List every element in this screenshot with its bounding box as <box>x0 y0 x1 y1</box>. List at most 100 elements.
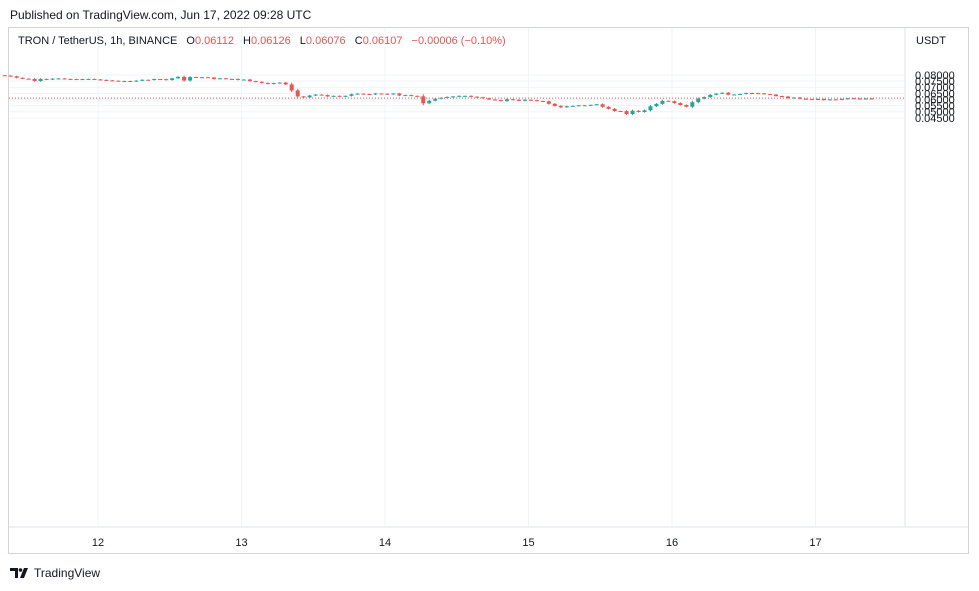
candle-body <box>259 81 264 83</box>
candle <box>349 93 354 97</box>
candle-body <box>493 99 498 101</box>
x-tick-label: 17 <box>809 537 821 549</box>
candle <box>493 99 498 101</box>
candle-body <box>277 82 282 84</box>
candle <box>522 99 527 102</box>
candle <box>570 105 575 107</box>
candle-body <box>235 78 240 80</box>
symbol-title: TRON / TetherUS, 1h, BINANCE <box>18 35 178 47</box>
candle-body <box>612 108 617 112</box>
candle-body <box>301 96 306 98</box>
candle-body <box>558 105 563 108</box>
candle <box>241 79 246 81</box>
candle <box>660 99 665 105</box>
candle-body <box>785 96 790 99</box>
candle-body <box>343 95 348 97</box>
candle <box>857 98 862 100</box>
y-tick-label: 0.08000 <box>915 70 955 82</box>
candle <box>451 96 456 98</box>
x-tick-label: 15 <box>522 537 534 549</box>
candle <box>678 102 683 106</box>
candle-body <box>469 95 474 97</box>
brand-name: TradingView <box>34 566 101 580</box>
candle <box>32 78 37 82</box>
candle-body <box>265 82 270 84</box>
candle <box>636 110 641 113</box>
candle <box>809 98 814 101</box>
candle-body <box>803 98 808 100</box>
candle <box>247 78 252 82</box>
candle <box>20 77 25 80</box>
candle <box>797 96 802 100</box>
candle <box>869 98 874 100</box>
candle-body <box>409 95 414 97</box>
candle <box>756 92 761 95</box>
candle <box>152 78 157 81</box>
candle-body <box>624 111 629 115</box>
candle-body <box>540 100 545 102</box>
candle <box>642 109 647 113</box>
candle-body <box>415 95 420 97</box>
x-tick-label: 12 <box>92 537 104 549</box>
candle-body <box>780 96 785 98</box>
candle <box>373 93 378 95</box>
candle <box>229 78 234 80</box>
close-label: C <box>354 35 363 47</box>
candle-body <box>74 79 79 81</box>
candle <box>14 75 19 79</box>
candle-body <box>271 83 276 85</box>
candle-body <box>678 103 683 106</box>
candle <box>564 105 569 108</box>
candle-body <box>642 110 647 112</box>
candle-body <box>122 81 127 83</box>
candle-body <box>654 103 659 107</box>
candle-body <box>134 80 139 82</box>
candle-body <box>516 99 521 101</box>
candle-body <box>726 92 731 95</box>
candle <box>708 94 713 98</box>
candle <box>726 92 731 96</box>
candle-body <box>200 77 205 79</box>
candle <box>803 98 808 100</box>
candle <box>146 79 151 81</box>
candle-body <box>457 95 462 97</box>
candle <box>815 98 820 101</box>
candle-body <box>815 99 820 101</box>
candle-body <box>445 96 450 98</box>
candle <box>469 95 474 98</box>
candle <box>211 76 216 80</box>
published-caption: Published on TradingView.com, Jun 17, 20… <box>10 8 312 22</box>
candle-body <box>86 78 91 80</box>
candle-body <box>463 95 468 97</box>
candle-body <box>839 99 844 101</box>
candle-body <box>768 94 773 96</box>
candle <box>516 99 521 102</box>
candle <box>80 78 85 81</box>
candle <box>128 80 133 83</box>
footer-brand[interactable]: TradingView <box>10 566 100 580</box>
candle-body <box>146 79 151 81</box>
candle <box>672 100 677 104</box>
y-axis-tick-labels: 0.080000.075000.070000.065000.060000.055… <box>915 70 955 125</box>
candle-body <box>158 79 163 81</box>
candle-body <box>487 98 492 100</box>
candle-body <box>283 82 288 85</box>
candle-body <box>50 78 55 80</box>
candle-body <box>857 98 862 100</box>
candle-body <box>421 96 426 104</box>
chart-frame <box>8 27 969 554</box>
candle-body <box>176 76 181 79</box>
candle <box>134 80 139 82</box>
ohlc-legend: TRON / TetherUS, 1h, BINANCE O0.06112 H0… <box>18 35 506 47</box>
candle <box>391 93 396 95</box>
candle <box>355 93 360 95</box>
candle <box>427 99 432 105</box>
candle-body <box>188 77 193 81</box>
candle <box>528 99 533 101</box>
candle-body <box>690 102 695 107</box>
x-axis-tick-labels: 12 13 14 15 16 17 <box>92 537 822 549</box>
candle <box>833 99 838 101</box>
candle-body <box>373 93 378 95</box>
candle-body <box>427 100 432 104</box>
